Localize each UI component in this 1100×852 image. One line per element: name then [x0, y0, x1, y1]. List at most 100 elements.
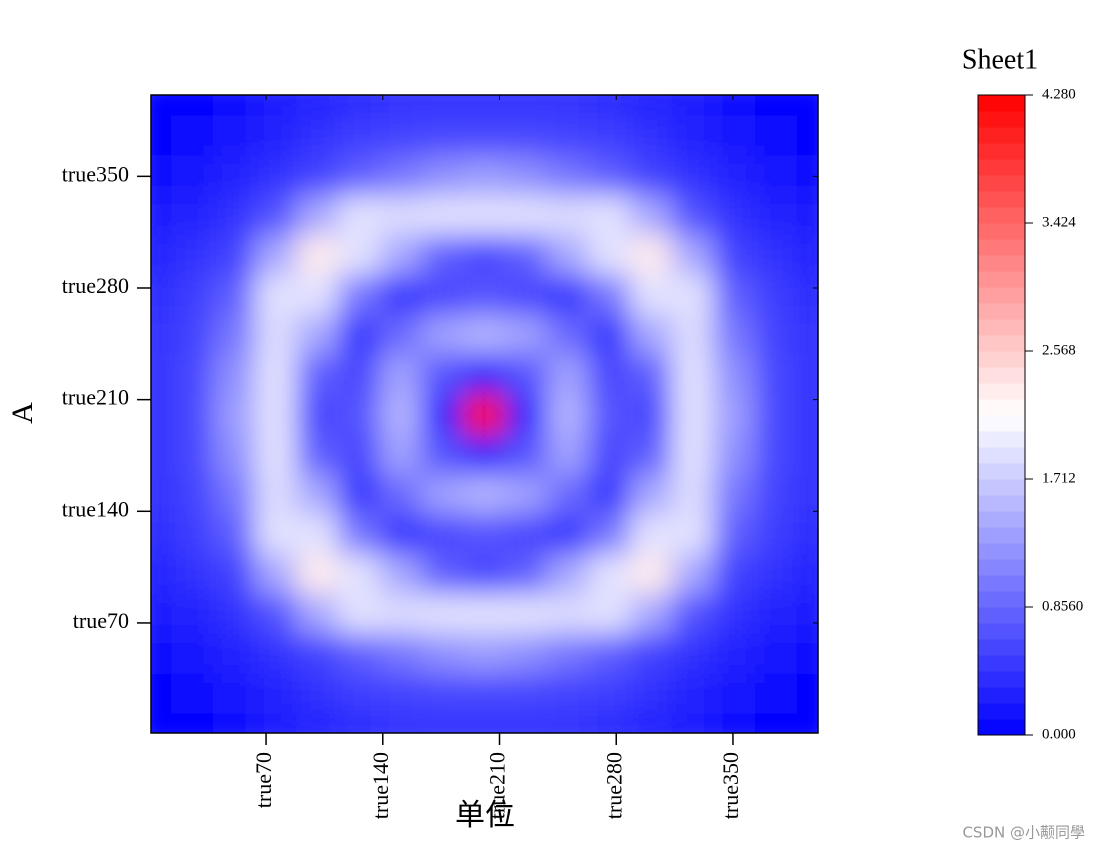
heatmap-cell: [296, 712, 340, 733]
heatmap-cell: [713, 114, 756, 156]
heatmap-cell: [546, 592, 590, 634]
heatmap-cell: [421, 393, 465, 435]
heatmap-cell: [421, 553, 465, 594]
heatmap-cell: [254, 114, 298, 156]
heatmap-cell: [151, 632, 173, 674]
plot-frame: [150, 94, 819, 734]
heatmap-cell: [671, 672, 715, 714]
heatmap-cell: [629, 553, 673, 594]
heatmap-cell: [171, 194, 215, 236]
heatmap-cell: [629, 313, 673, 355]
heatmap-cell: [296, 353, 340, 395]
colorbar-band: [978, 607, 1025, 624]
heatmap-cell: [754, 353, 798, 395]
x-tick-label: true210: [485, 752, 510, 819]
heatmap-cell: [254, 234, 298, 275]
heatmap-cell: [671, 393, 715, 435]
heatmap-cell: [713, 433, 756, 475]
heatmap-cell: [754, 712, 798, 733]
heatmap-cell: [421, 273, 465, 315]
heatmap-cell: [754, 632, 798, 674]
heatmap-cell: [796, 313, 818, 355]
x-tick-label: true140: [368, 752, 393, 819]
heatmap-cell: [338, 632, 381, 674]
heatmap-cell: [296, 194, 340, 236]
heatmap-cell: [671, 114, 715, 156]
x-tick-label: true70: [251, 752, 276, 808]
heatmap-cell: [504, 473, 548, 515]
heatmap-cell: [504, 194, 548, 236]
heatmap-cell: [421, 592, 465, 634]
heatmap-cell: [629, 393, 673, 435]
heatmap-cell: [504, 592, 548, 634]
heatmap-cell: [296, 114, 340, 156]
y-tick-label: true350: [62, 161, 129, 186]
heatmap-cell: [338, 95, 381, 116]
heatmap-cell: [671, 592, 715, 634]
colorbar-tick-label: 1.712: [1042, 470, 1076, 486]
heatmap-cell: [171, 473, 215, 515]
heatmap-cell: [171, 234, 215, 275]
heatmap-cell: [546, 154, 590, 196]
heatmap-cell: [379, 353, 423, 395]
heatmap-cell: [338, 234, 381, 275]
heatmap-cell: [754, 433, 798, 475]
heatmap-cell: [171, 114, 215, 156]
heatmap-cell: [338, 194, 381, 236]
heatmap-cell: [713, 592, 756, 634]
heatmap-cell: [671, 313, 715, 355]
heatmap-cell: [379, 433, 423, 475]
heatmap-cell: [338, 273, 381, 315]
heatmap-cell: [213, 95, 256, 116]
heatmap-cell: [254, 473, 298, 515]
heatmap-cell: [546, 672, 590, 714]
heatmap: [151, 95, 818, 733]
heatmap-cell: [379, 273, 423, 315]
heatmap-cell: [796, 95, 818, 116]
colorbar-band: [978, 159, 1025, 176]
x-tick-label: true350: [718, 752, 743, 819]
heatmap-cell: [671, 154, 715, 196]
colorbar-band: [978, 559, 1025, 576]
y-tick-label: true210: [62, 385, 129, 410]
heatmap-cell: [546, 632, 590, 674]
y-tick-label: true70: [73, 608, 129, 633]
heatmap-cell: [796, 234, 818, 275]
heatmap-cell: [421, 313, 465, 355]
heatmap-cell: [629, 234, 673, 275]
colorbar-band: [978, 415, 1025, 432]
heatmap-cell: [546, 95, 590, 116]
heatmap-cell: [796, 712, 818, 733]
heatmap-cell: [713, 672, 756, 714]
heatmap-cell: [796, 154, 818, 196]
heatmap-cell: [629, 194, 673, 236]
heatmap-cell: [546, 273, 590, 315]
heatmap-cell: [151, 114, 173, 156]
heatmap-cell: [171, 712, 215, 733]
heatmap-cell: [588, 273, 631, 315]
heatmap-cell: [171, 393, 215, 435]
heatmap-cell: [713, 712, 756, 733]
heatmap-cell: [671, 234, 715, 275]
colorbar-band: [978, 191, 1025, 208]
heatmap-cell: [629, 632, 673, 674]
heatmap-cell: [338, 553, 381, 594]
colorbar-band: [978, 671, 1025, 688]
heatmap-cell: [713, 234, 756, 275]
heatmap-cell: [151, 95, 173, 116]
heatmap-cell: [296, 273, 340, 315]
heatmap-cell: [338, 114, 381, 156]
heatmap-cell: [338, 313, 381, 355]
colorbar-band: [978, 447, 1025, 464]
heatmap-cell: [254, 672, 298, 714]
heatmap-cell: [629, 712, 673, 733]
heatmap-cell: [504, 553, 548, 594]
heatmap-cell: [588, 234, 631, 275]
heatmap-cell: [463, 632, 506, 674]
heatmap-cell: [338, 154, 381, 196]
heatmap-cell: [421, 712, 465, 733]
heatmap-cell: [796, 672, 818, 714]
heatmap-cell: [546, 473, 590, 515]
heatmap-cell: [421, 95, 465, 116]
heatmap-cell: [254, 95, 298, 116]
